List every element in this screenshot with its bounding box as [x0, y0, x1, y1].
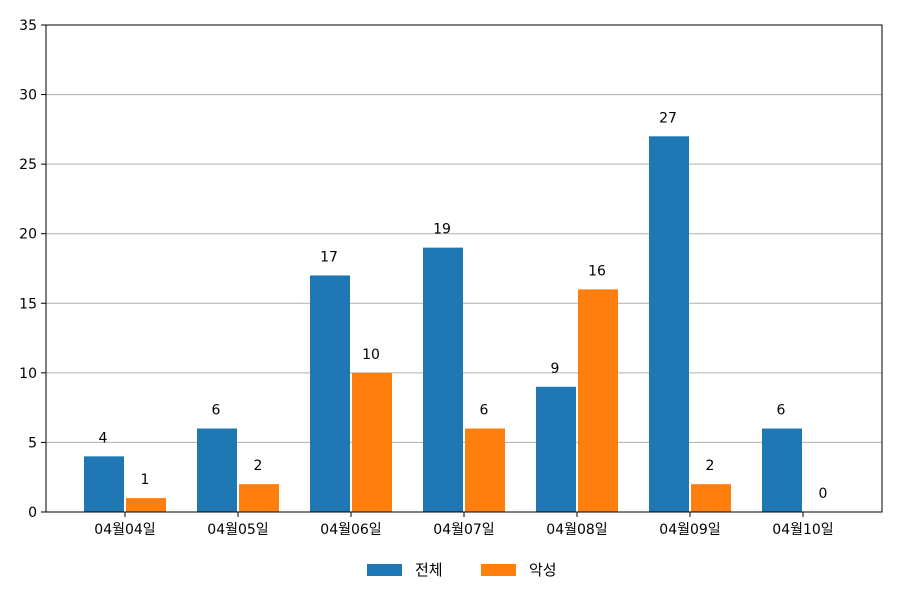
legend-swatch [367, 564, 402, 576]
y-gridlines [46, 94, 882, 443]
data-label: 6 [212, 403, 221, 419]
x-tick-label: 04월10일 [772, 522, 833, 538]
x-tick-label: 04월06일 [320, 522, 381, 538]
bar-total [84, 456, 124, 512]
data-label: 17 [320, 249, 338, 265]
data-label: 2 [254, 458, 263, 474]
x-axis: 04월04일 04월05일 04월06일 04월07일 04월08일 04월09일 04월1… [94, 512, 834, 538]
plot-frame [45, 24, 883, 513]
bar-malicious [239, 484, 279, 512]
bar-total [536, 386, 576, 512]
bar-malicious [691, 484, 731, 512]
x-tick-label: 04월07일 [433, 522, 494, 538]
y-tick-label: 35 [19, 18, 37, 34]
data-label: 27 [659, 110, 677, 126]
legend-label: 전체 [415, 561, 443, 579]
y-tick-label: 15 [19, 296, 37, 312]
x-tick-label: 04월09일 [659, 522, 720, 538]
x-tick-label: 04월08일 [546, 522, 607, 538]
legend-label: 악성 [529, 561, 557, 579]
bar-malicious [578, 289, 618, 512]
legend-swatch [481, 564, 516, 576]
bars-group [84, 136, 802, 513]
y-tick-label: 0 [28, 505, 37, 521]
data-label: 19 [433, 222, 451, 238]
y-tick-label: 5 [28, 435, 37, 451]
bar-total [423, 247, 463, 512]
bar-total [762, 428, 802, 512]
data-label: 0 [819, 486, 828, 502]
bar-malicious [465, 428, 505, 512]
data-label: 16 [588, 263, 606, 279]
bar-malicious [126, 498, 166, 512]
data-label: 1 [141, 472, 150, 488]
y-tick-label: 30 [19, 88, 37, 104]
data-label: 2 [706, 458, 715, 474]
y-axis: 0 5 10 15 20 25 30 35 [19, 18, 46, 521]
y-tick-label: 25 [19, 157, 37, 173]
y-tick-label: 10 [19, 366, 37, 382]
bar-malicious [352, 372, 392, 512]
legend: 전체 악성 [367, 561, 557, 579]
bar-total [310, 275, 350, 512]
x-tick-label: 04월05일 [207, 522, 268, 538]
data-label: 10 [362, 347, 380, 363]
data-label: 6 [777, 403, 786, 419]
data-label: 9 [551, 361, 560, 377]
x-tick-label: 04월04일 [94, 522, 155, 538]
data-label: 4 [99, 430, 108, 446]
y-tick-label: 20 [19, 227, 37, 243]
bar-total [649, 136, 689, 513]
bar-total [197, 428, 237, 512]
data-label: 6 [480, 403, 489, 419]
